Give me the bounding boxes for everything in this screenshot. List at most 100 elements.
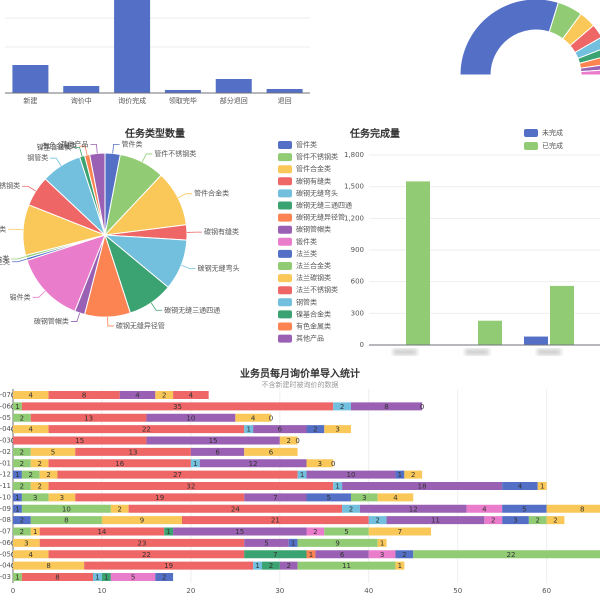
bar-segment — [315, 550, 369, 559]
legend-label: 法兰不锈钢类 — [296, 285, 338, 294]
segment-label: 15 — [209, 437, 218, 445]
bar-segment — [350, 402, 423, 411]
x-tick-label: 20 — [186, 587, 195, 595]
segment-label: 2 — [20, 414, 24, 422]
bar-segment — [21, 504, 111, 513]
segment-label: 1 — [291, 539, 295, 547]
donut-slice — [580, 69, 600, 76]
bar — [266, 89, 303, 93]
slice-label: 法兰不锈钢类 — [0, 181, 20, 190]
legend-label: 未完成 — [542, 128, 563, 137]
legend-label: 管件类 — [296, 140, 317, 149]
bar-segment — [84, 561, 254, 570]
legend-swatch — [278, 274, 292, 283]
segment-label: 1 — [15, 505, 19, 513]
bar-segment — [48, 550, 245, 559]
bar-segment — [324, 527, 369, 536]
legend-swatch — [278, 298, 292, 307]
bar — [12, 65, 49, 93]
bar-segment — [155, 573, 174, 581]
segment-label: 2 — [20, 528, 24, 536]
bar-segment — [13, 550, 49, 559]
bar-segment — [48, 391, 120, 399]
x-tick-label: 40 — [364, 587, 373, 595]
bar-segment — [13, 436, 147, 445]
segment-label: 1 — [398, 562, 402, 570]
segment-label: 2 — [286, 562, 290, 570]
bar-segment — [146, 413, 236, 422]
bar — [550, 285, 574, 345]
bar-segment — [13, 447, 31, 456]
segment-label: 15 — [75, 437, 84, 445]
bar-segment — [13, 538, 40, 547]
slice-label: 法兰合金类 — [0, 254, 9, 263]
bar — [215, 79, 252, 93]
chart-subtitle: 不含新建时被询价的数据 — [262, 380, 339, 389]
segment-label: 23 — [138, 539, 147, 547]
bar-segment — [110, 504, 129, 513]
bar-segment — [101, 573, 111, 581]
legend-label: 有色金属类 — [296, 322, 331, 331]
segment-label: 1 — [335, 483, 339, 491]
legend-label: 碳钢无缝弯头 — [296, 188, 338, 197]
slice-label: 碳钢无缝三通四通 — [164, 305, 220, 314]
segment-label: 1 — [309, 551, 313, 559]
legend-swatch — [278, 249, 292, 258]
bar-segment — [484, 516, 503, 525]
leader-line — [22, 185, 36, 192]
bar-segment — [359, 504, 467, 513]
x-tick-label: 0 — [11, 587, 15, 595]
bar-segment — [395, 470, 405, 479]
legend-swatch — [278, 237, 292, 246]
leader-line — [70, 312, 81, 322]
segment-label: 2 — [37, 483, 41, 491]
y-tick-label: 1,800 — [344, 151, 364, 159]
y-tick-label: 600 — [351, 278, 364, 286]
leader-line — [177, 193, 193, 199]
bar — [164, 90, 201, 93]
bar — [406, 181, 430, 345]
slice-label: 锻件类 — [10, 292, 31, 301]
x-tick-label: 10 — [97, 587, 106, 595]
segment-label: 24 — [231, 505, 240, 513]
bar-segment — [30, 447, 76, 456]
bar-segment — [30, 459, 49, 468]
slice-label: 管件类 — [122, 139, 143, 148]
bar-segment — [164, 527, 174, 536]
legend-swatch — [278, 334, 292, 343]
bar-segment — [235, 413, 271, 422]
bar-segment — [190, 447, 245, 456]
y-tick-label: -07 — [0, 391, 11, 399]
bar-segment — [13, 493, 22, 502]
bar-segment — [368, 550, 396, 559]
segment-label: 4 — [482, 505, 487, 513]
segment-label: 21 — [271, 517, 280, 525]
segment-label: 32 — [186, 483, 195, 491]
leader-line — [90, 144, 98, 154]
bar-segment — [48, 493, 76, 502]
bar-segment — [386, 516, 485, 525]
segment-label: 5 — [344, 528, 348, 536]
segment-label: 6 — [340, 551, 345, 559]
segment-label: 1 — [15, 574, 19, 582]
x-tick-label: 新建 — [23, 96, 37, 105]
legend-swatch — [278, 201, 292, 210]
segment-label: 3 — [33, 494, 37, 502]
segment-label: 2 — [46, 471, 50, 479]
legend-swatch — [278, 262, 292, 270]
bar-segment — [306, 459, 334, 468]
segment-label: 9 — [335, 539, 339, 547]
segment-label: 8 — [384, 403, 388, 411]
bar-segment — [128, 504, 343, 513]
segment-label: 10 — [186, 414, 195, 422]
segment-label: 14 — [97, 528, 106, 536]
segment-label: 4 — [518, 483, 523, 491]
legend-swatch — [278, 189, 292, 198]
segment-label: 2 — [20, 517, 24, 525]
chart-title: 任务完成量 — [349, 127, 400, 140]
segment-label: 8 — [46, 562, 50, 570]
segment-label: 22 — [142, 426, 151, 434]
slice-label: 碳钢管帽类 — [34, 317, 69, 326]
bar-segment — [262, 561, 280, 570]
bar-segment — [377, 538, 387, 547]
